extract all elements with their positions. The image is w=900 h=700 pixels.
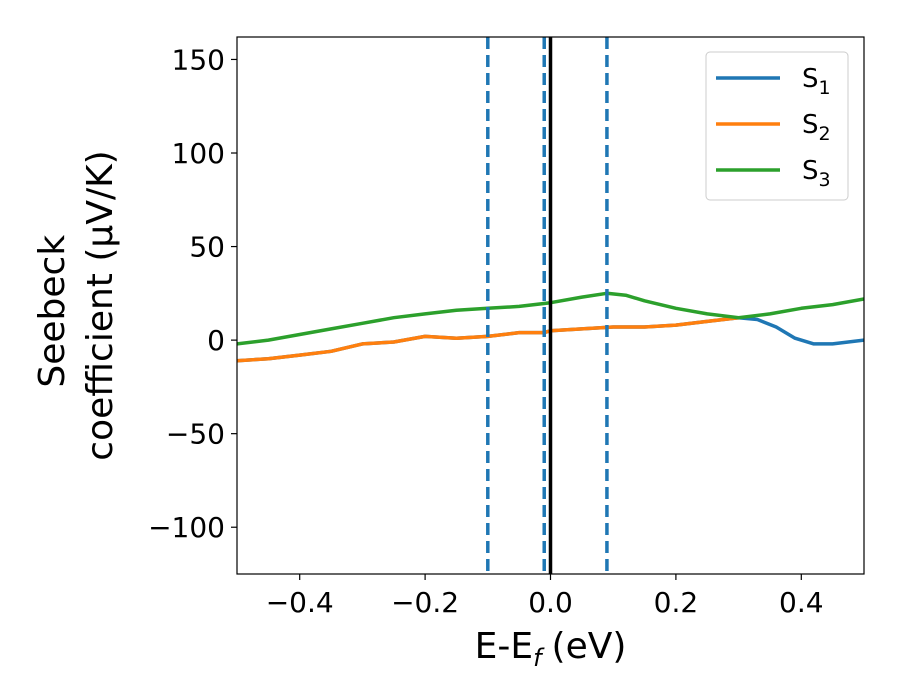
legend-label-2: S2 — [802, 110, 831, 145]
y-tick-label: 150 — [172, 43, 225, 76]
series-line-3 — [237, 291, 864, 346]
series-line-2 — [237, 315, 741, 363]
series-layer — [237, 291, 864, 363]
y-tick-label: 50 — [189, 231, 225, 264]
x-axis-label: E-Ef (eV) — [475, 626, 627, 672]
y-axis-label-line2: coefficient (μV/K) — [80, 150, 121, 460]
x-axis-label-main: E-E — [475, 626, 533, 667]
y-axis-label: Seebeck coefficient (μV/K) — [32, 150, 121, 460]
legend-label-3: S3 — [802, 156, 831, 191]
x-axis-label-unit: (eV) — [552, 626, 627, 667]
x-tick-label: 0.2 — [654, 586, 699, 619]
y-tick-label: −100 — [148, 511, 225, 544]
legend-box — [705, 51, 849, 201]
ticks-layer: −0.4 −0.2 0.0 0.2 0.4 −100 −50 0 50 100 150 — [148, 43, 823, 619]
x-tick-label: 0.0 — [528, 586, 573, 619]
reference-lines-layer — [486, 37, 609, 574]
x-tick-label: 0.4 — [779, 586, 824, 619]
y-tick-label: 0 — [207, 324, 225, 357]
x-tick-label: −0.4 — [266, 586, 334, 619]
y-tick-label: −50 — [166, 418, 225, 451]
x-tick-label: −0.2 — [391, 586, 459, 619]
y-tick-label: 100 — [172, 137, 225, 170]
y-axis-label-line1: Seebeck — [32, 235, 73, 388]
legend-label-1: S1 — [802, 64, 831, 99]
x-axis-label-sub: f — [533, 644, 545, 672]
legend: S1 S2 S3 — [705, 51, 849, 201]
